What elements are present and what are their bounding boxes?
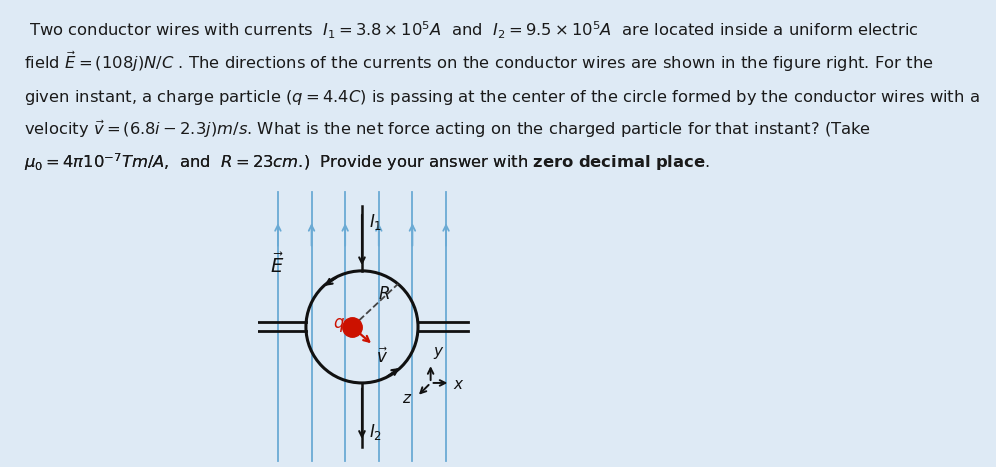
- Text: $R$: $R$: [377, 284, 389, 303]
- Text: $\mu_0 = 4\pi 10^{-7} Tm/A$,  and  $R = 23cm$.)  Provide your answer with: $\mu_0 = 4\pi 10^{-7} Tm/A$, and $R = 23…: [24, 151, 529, 173]
- Text: $x$: $x$: [453, 377, 464, 392]
- Text: $I_2$: $I_2$: [369, 422, 382, 442]
- Text: Two conductor wires with currents  $I_1 = 3.8 \times 10^5 A$  and  $I_2 = 9.5 \t: Two conductor wires with currents $I_1 =…: [24, 20, 918, 41]
- Text: $z$: $z$: [402, 390, 412, 405]
- Text: $q$: $q$: [334, 317, 346, 334]
- Text: $\mu_0 = 4\pi 10^{-7} Tm/A$,  and  $R = 23cm$.)  Provide your answer with $\math: $\mu_0 = 4\pi 10^{-7} Tm/A$, and $R = 23…: [24, 151, 709, 173]
- Text: given instant, a charge particle ($q = 4.4C$) is passing at the center of the ci: given instant, a charge particle ($q = 4…: [24, 88, 979, 107]
- Text: $\vec{E}$: $\vec{E}$: [270, 253, 284, 277]
- Text: $y$: $y$: [433, 345, 445, 361]
- Text: $I_1$: $I_1$: [369, 212, 382, 232]
- Text: velocity $\vec{v} = (6.8i - 2.3j) m/s$. What is the net force acting on the char: velocity $\vec{v} = (6.8i - 2.3j) m/s$. …: [24, 119, 871, 140]
- Text: $\vec{v}$: $\vec{v}$: [375, 348, 388, 368]
- Text: field $\vec{E} = (108j) N/C$ . The directions of the currents on the conductor w: field $\vec{E} = (108j) N/C$ . The direc…: [24, 50, 933, 74]
